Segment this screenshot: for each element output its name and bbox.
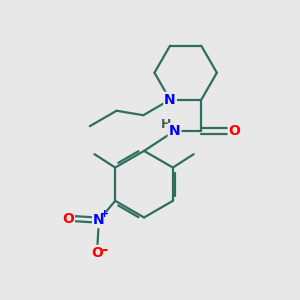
Text: -: - bbox=[101, 242, 107, 257]
Text: +: + bbox=[100, 209, 110, 219]
Text: O: O bbox=[62, 212, 74, 226]
Text: N: N bbox=[169, 124, 180, 138]
Text: H: H bbox=[161, 118, 171, 131]
Text: N: N bbox=[164, 93, 176, 107]
Text: O: O bbox=[92, 246, 103, 260]
Text: O: O bbox=[229, 124, 241, 138]
Text: N: N bbox=[93, 213, 105, 227]
